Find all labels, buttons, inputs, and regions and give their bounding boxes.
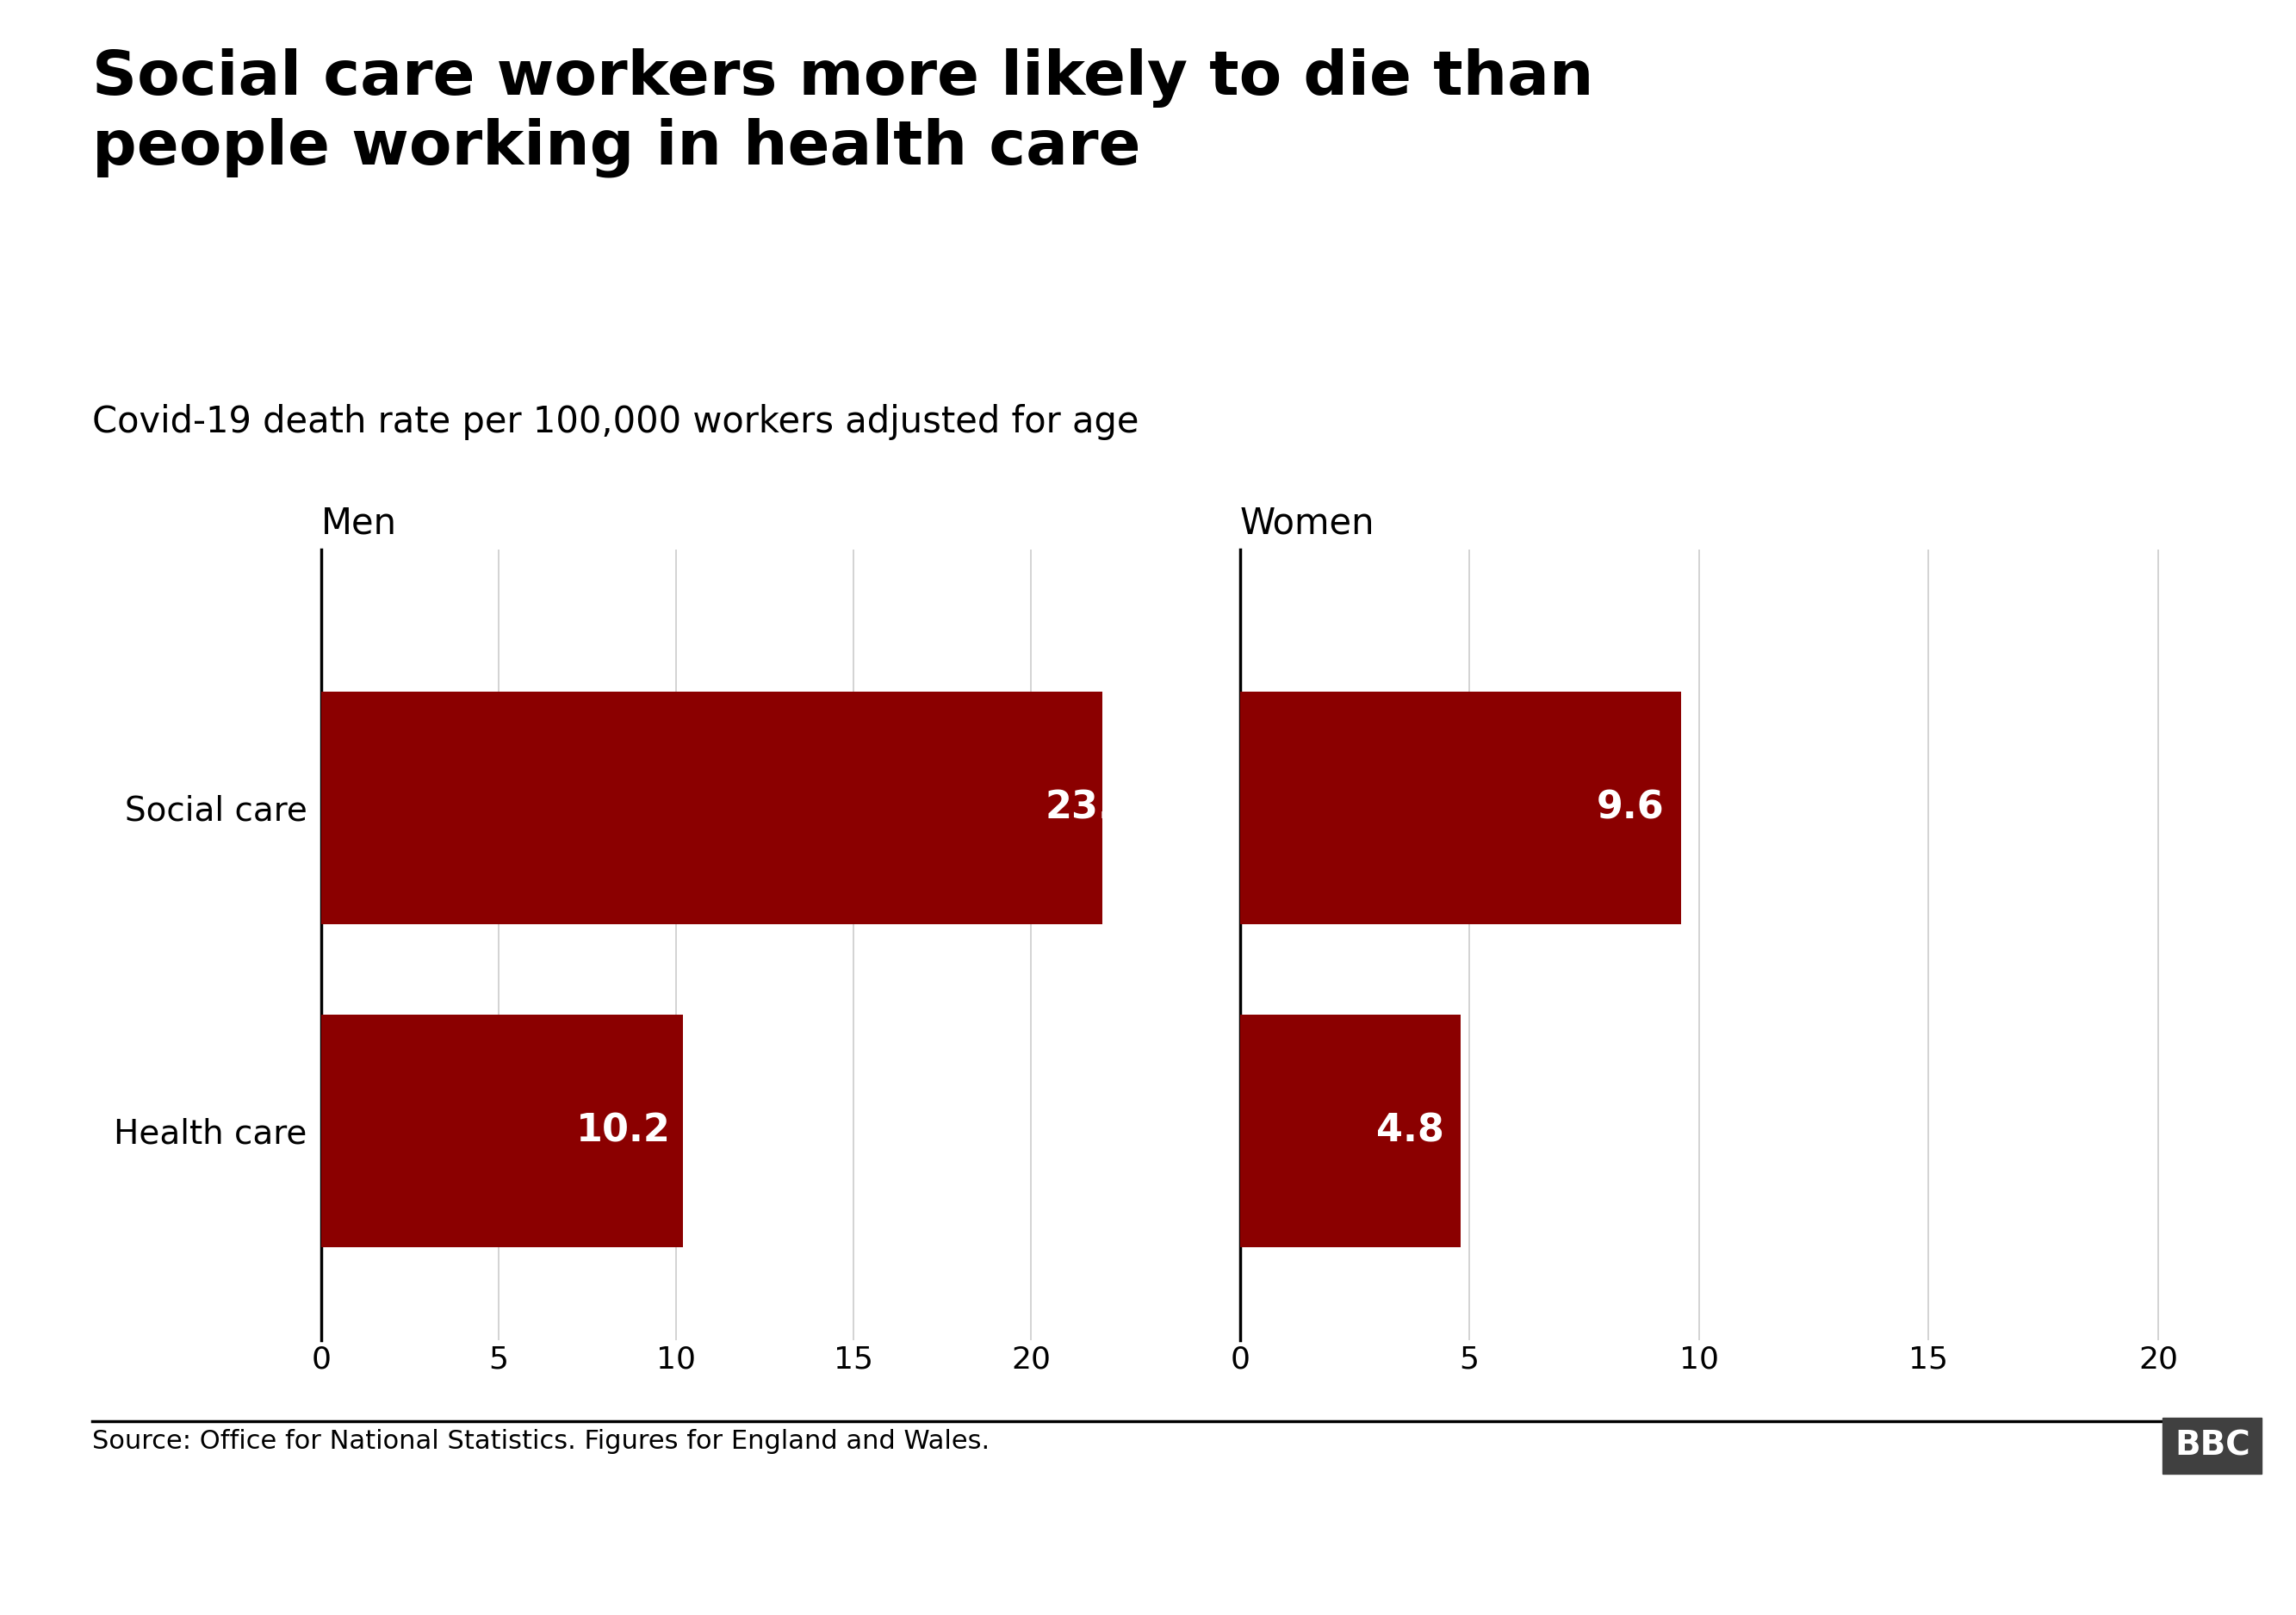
Text: BBC: BBC [2174, 1429, 2250, 1462]
Text: 10.2: 10.2 [576, 1113, 670, 1148]
Text: Social care workers more likely to die than
people working in health care: Social care workers more likely to die t… [92, 48, 1593, 178]
Text: Women: Women [1240, 505, 1375, 541]
Bar [1240, 1014, 1460, 1247]
Text: 9.6: 9.6 [1596, 790, 1665, 825]
Text: Source: Office for National Statistics. Figures for England and Wales.: Source: Office for National Statistics. … [92, 1429, 990, 1454]
Bar [1240, 691, 1681, 924]
Text: Covid-19 death rate per 100,000 workers adjusted for age: Covid-19 death rate per 100,000 workers … [92, 404, 1139, 439]
Text: Men: Men [321, 505, 397, 541]
Text: 4.8: 4.8 [1375, 1113, 1444, 1148]
Bar [321, 1014, 684, 1247]
Bar [321, 691, 1153, 924]
Text: 23.4: 23.4 [1045, 790, 1139, 825]
